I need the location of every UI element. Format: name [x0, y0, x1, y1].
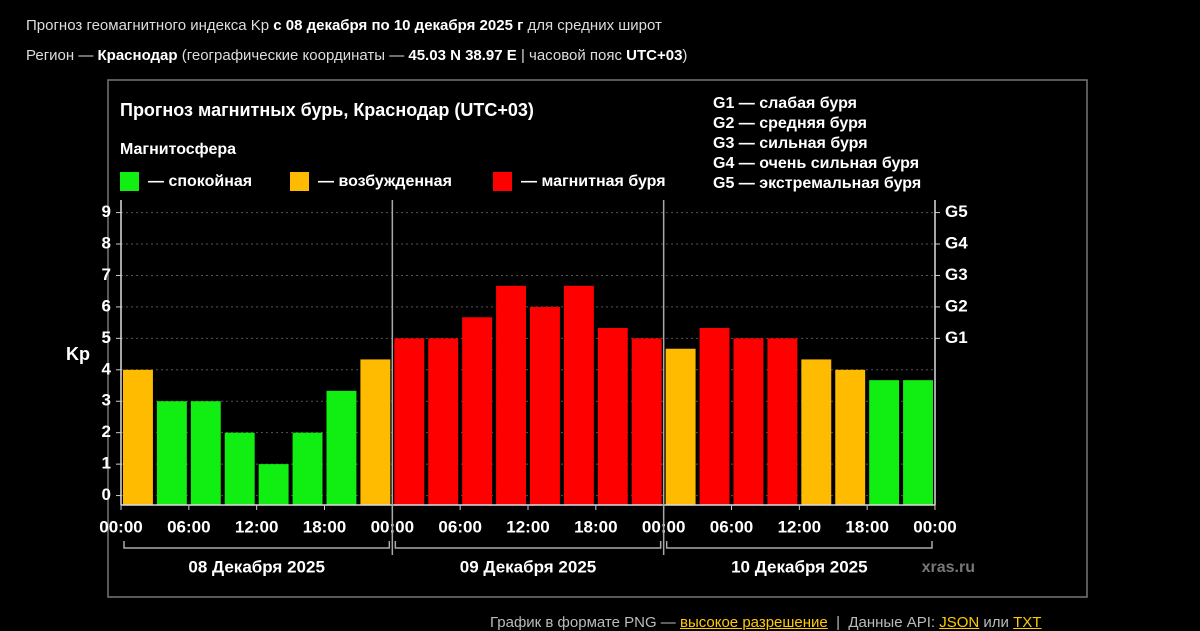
chart-frame	[107, 79, 1088, 598]
footer-text: График в формате PNG —	[490, 614, 680, 631]
x-tick-label: 18:00	[303, 517, 346, 536]
y-tick-label: 1	[102, 454, 111, 473]
y-tick-label: 8	[102, 234, 111, 253]
header-text: Краснодар	[97, 47, 178, 64]
storm-level: G4 — очень сильная буря	[713, 155, 919, 172]
day-label: 10 Декабря 2025	[731, 557, 868, 576]
y-tick-label: 9	[102, 202, 111, 221]
bar	[292, 432, 323, 505]
bar	[903, 380, 933, 505]
y2-tick-label: G3	[945, 265, 968, 284]
x-tick-label: 18:00	[845, 517, 888, 536]
x-tick-label: 12:00	[778, 517, 821, 536]
legend-label: — возбужденная	[318, 173, 452, 190]
legend-swatch	[120, 172, 139, 191]
storm-level: G3 — сильная буря	[713, 135, 868, 152]
header-text: UTC+03	[626, 47, 683, 64]
storm-level: G5 — экстремальная буря	[713, 175, 921, 192]
footer: График в формате PNG — высокое разрешени…	[490, 614, 1041, 631]
y2-tick-label: G2	[945, 296, 968, 315]
header-text: (географические координаты —	[177, 47, 409, 64]
legend-title: Магнитосфера	[120, 141, 236, 158]
bar	[496, 285, 526, 505]
legend-label: — магнитная буря	[521, 173, 666, 190]
legend-swatch	[493, 172, 512, 191]
bar	[326, 390, 357, 505]
y2-tick-label: G5	[945, 202, 968, 221]
storm-level: G1 — слабая буря	[713, 95, 857, 112]
storm-level: G2 — средняя буря	[713, 115, 867, 132]
header-text: )	[682, 47, 688, 64]
header-text: Регион —	[26, 47, 98, 64]
day-bracket	[123, 541, 391, 549]
day-label: 08 Декабря 2025	[188, 557, 325, 576]
y-tick-label: 3	[102, 391, 111, 410]
y2-tick-label: G1	[945, 328, 968, 347]
bar	[733, 338, 764, 505]
bar	[767, 338, 798, 505]
bar	[156, 401, 187, 505]
chart-title: Прогноз магнитных бурь, Краснодар (UTC+0…	[120, 100, 534, 120]
bar	[801, 359, 832, 505]
bar	[699, 327, 730, 505]
watermark: xras.ru	[922, 559, 975, 576]
x-tick-label: 18:00	[574, 517, 617, 536]
bar	[869, 380, 900, 505]
day-bracket	[394, 541, 662, 549]
header-line: Прогноз геомагнитного индекса Kp с 08 де…	[26, 17, 662, 34]
bar	[428, 338, 459, 505]
legend-label: — спокойная	[148, 173, 252, 190]
header-text: для средних широт	[523, 17, 662, 34]
bar	[665, 348, 696, 505]
footer-text: | Данные API:	[827, 614, 940, 631]
bar	[360, 359, 391, 505]
bar	[123, 369, 153, 505]
header-text: | часовой пояс	[516, 47, 627, 64]
y-tick-label: 2	[102, 422, 111, 441]
x-tick-label: 12:00	[506, 517, 549, 536]
footer-text: или	[979, 614, 1014, 631]
bar	[631, 338, 662, 505]
header-line: Регион — Краснодар (географические коорд…	[26, 47, 687, 64]
header-text: с 08 декабря по 10 декабря 2025 г	[273, 17, 524, 34]
legend-swatch	[290, 172, 309, 191]
bar	[597, 327, 628, 505]
y-tick-label: 7	[102, 265, 111, 284]
y-axis-label: Kp	[66, 344, 90, 364]
bar	[462, 317, 493, 505]
x-tick-label: 06:00	[710, 517, 753, 536]
bar	[394, 338, 425, 505]
x-tick-label: 00:00	[99, 517, 142, 536]
link[interactable]: JSON	[939, 614, 980, 631]
day-label: 09 Декабря 2025	[460, 557, 597, 576]
day-bracket	[665, 541, 933, 549]
y-tick-label: 4	[102, 359, 112, 378]
x-tick-label: 06:00	[438, 517, 481, 536]
bar	[835, 369, 866, 505]
bar	[224, 432, 255, 505]
bar	[190, 401, 221, 505]
header-text: Прогноз геомагнитного индекса Kp	[26, 17, 274, 34]
header-text: 45.03 N 38.97 E	[408, 47, 517, 64]
link[interactable]: TXT	[1013, 614, 1042, 631]
y-tick-label: 5	[102, 328, 111, 347]
link[interactable]: высокое разрешение	[679, 614, 828, 631]
x-tick-label: 00:00	[913, 517, 956, 536]
y2-tick-label: G4	[945, 234, 968, 253]
bar	[563, 285, 594, 505]
x-tick-label: 12:00	[235, 517, 278, 536]
x-tick-label: 06:00	[167, 517, 210, 536]
bar	[530, 306, 560, 505]
y-tick-label: 0	[102, 485, 111, 504]
bar	[258, 464, 289, 505]
y-tick-label: 6	[102, 296, 111, 315]
